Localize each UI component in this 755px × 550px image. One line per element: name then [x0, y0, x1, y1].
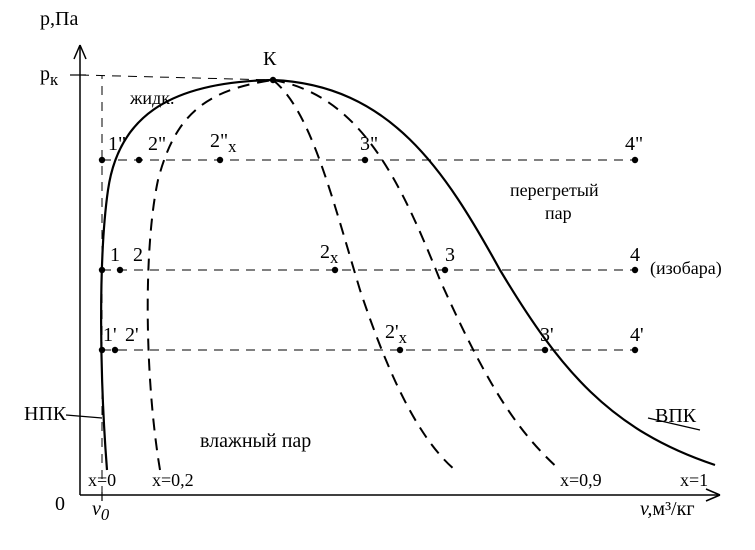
- region-liquid: жидк.: [130, 88, 174, 109]
- pt-2xdd: 2"x: [210, 130, 237, 157]
- pt-1: 1: [110, 244, 120, 267]
- k-label: К: [263, 48, 276, 71]
- pt-2xd: 2'x: [385, 321, 407, 348]
- pt-2x: 2x: [320, 241, 338, 268]
- pt-4d: 4': [630, 324, 644, 347]
- pt-2d: 2': [125, 324, 139, 347]
- v0-label: v0: [92, 498, 109, 525]
- pt-3dd: 3": [360, 133, 378, 156]
- x1-label: x=1: [680, 470, 708, 491]
- region-superheated-2: пар: [545, 203, 572, 224]
- isobar-label: (изобара): [650, 258, 722, 279]
- origin-label: 0: [55, 493, 65, 516]
- vpk-label: ВПК: [655, 405, 696, 428]
- pt-1d: 1': [103, 324, 117, 347]
- x09-label: x=0,9: [560, 470, 602, 491]
- pt-2: 2: [133, 244, 143, 267]
- pt-1dd: 1": [108, 133, 126, 156]
- region-superheated-1: перегретый: [510, 180, 599, 201]
- pt-3d: 3': [540, 324, 554, 347]
- pk-label: pк: [40, 63, 58, 90]
- pt-4dd: 4": [625, 133, 643, 156]
- pv-diagram: [0, 0, 755, 550]
- x-axis-label: v,м³/кг: [640, 498, 695, 521]
- pt-3: 3: [445, 244, 455, 267]
- x0-label: x=0: [88, 470, 116, 491]
- y-axis-label: p,Па: [40, 8, 78, 31]
- x02-label: x=0,2: [152, 470, 194, 491]
- pt-2dd: 2": [148, 133, 166, 156]
- npk-label: НПК: [24, 403, 66, 426]
- pt-4: 4: [630, 244, 640, 267]
- region-wet-steam: влажный пар: [200, 430, 311, 453]
